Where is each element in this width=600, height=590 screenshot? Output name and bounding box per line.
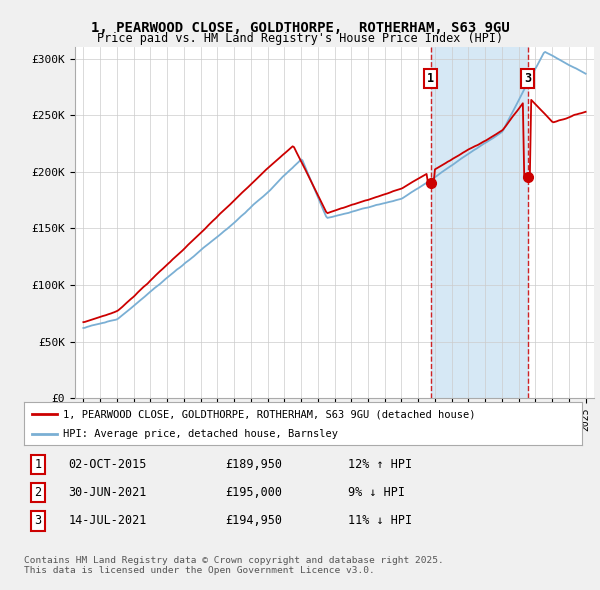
Text: 3: 3 bbox=[524, 73, 531, 86]
Text: 30-JUN-2021: 30-JUN-2021 bbox=[68, 486, 147, 499]
Text: 1, PEARWOOD CLOSE, GOLDTHORPE, ROTHERHAM, S63 9GU (detached house): 1, PEARWOOD CLOSE, GOLDTHORPE, ROTHERHAM… bbox=[63, 409, 476, 419]
Text: 02-OCT-2015: 02-OCT-2015 bbox=[68, 458, 147, 471]
Text: Contains HM Land Registry data © Crown copyright and database right 2025.
This d: Contains HM Land Registry data © Crown c… bbox=[24, 556, 444, 575]
Bar bbox=[431, 47, 529, 398]
Text: HPI: Average price, detached house, Barnsley: HPI: Average price, detached house, Barn… bbox=[63, 429, 338, 439]
Text: 11% ↓ HPI: 11% ↓ HPI bbox=[347, 514, 412, 527]
Text: 3: 3 bbox=[34, 514, 41, 527]
Text: 1: 1 bbox=[34, 458, 41, 471]
Text: £195,000: £195,000 bbox=[225, 486, 282, 499]
Text: £189,950: £189,950 bbox=[225, 458, 282, 471]
Text: £194,950: £194,950 bbox=[225, 514, 282, 527]
Text: 12% ↑ HPI: 12% ↑ HPI bbox=[347, 458, 412, 471]
Text: 9% ↓ HPI: 9% ↓ HPI bbox=[347, 486, 404, 499]
Text: 2: 2 bbox=[34, 486, 41, 499]
Text: 1: 1 bbox=[427, 73, 434, 86]
Text: Price paid vs. HM Land Registry's House Price Index (HPI): Price paid vs. HM Land Registry's House … bbox=[97, 32, 503, 45]
Text: 1, PEARWOOD CLOSE, GOLDTHORPE,  ROTHERHAM, S63 9GU: 1, PEARWOOD CLOSE, GOLDTHORPE, ROTHERHAM… bbox=[91, 21, 509, 35]
Text: 14-JUL-2021: 14-JUL-2021 bbox=[68, 514, 147, 527]
